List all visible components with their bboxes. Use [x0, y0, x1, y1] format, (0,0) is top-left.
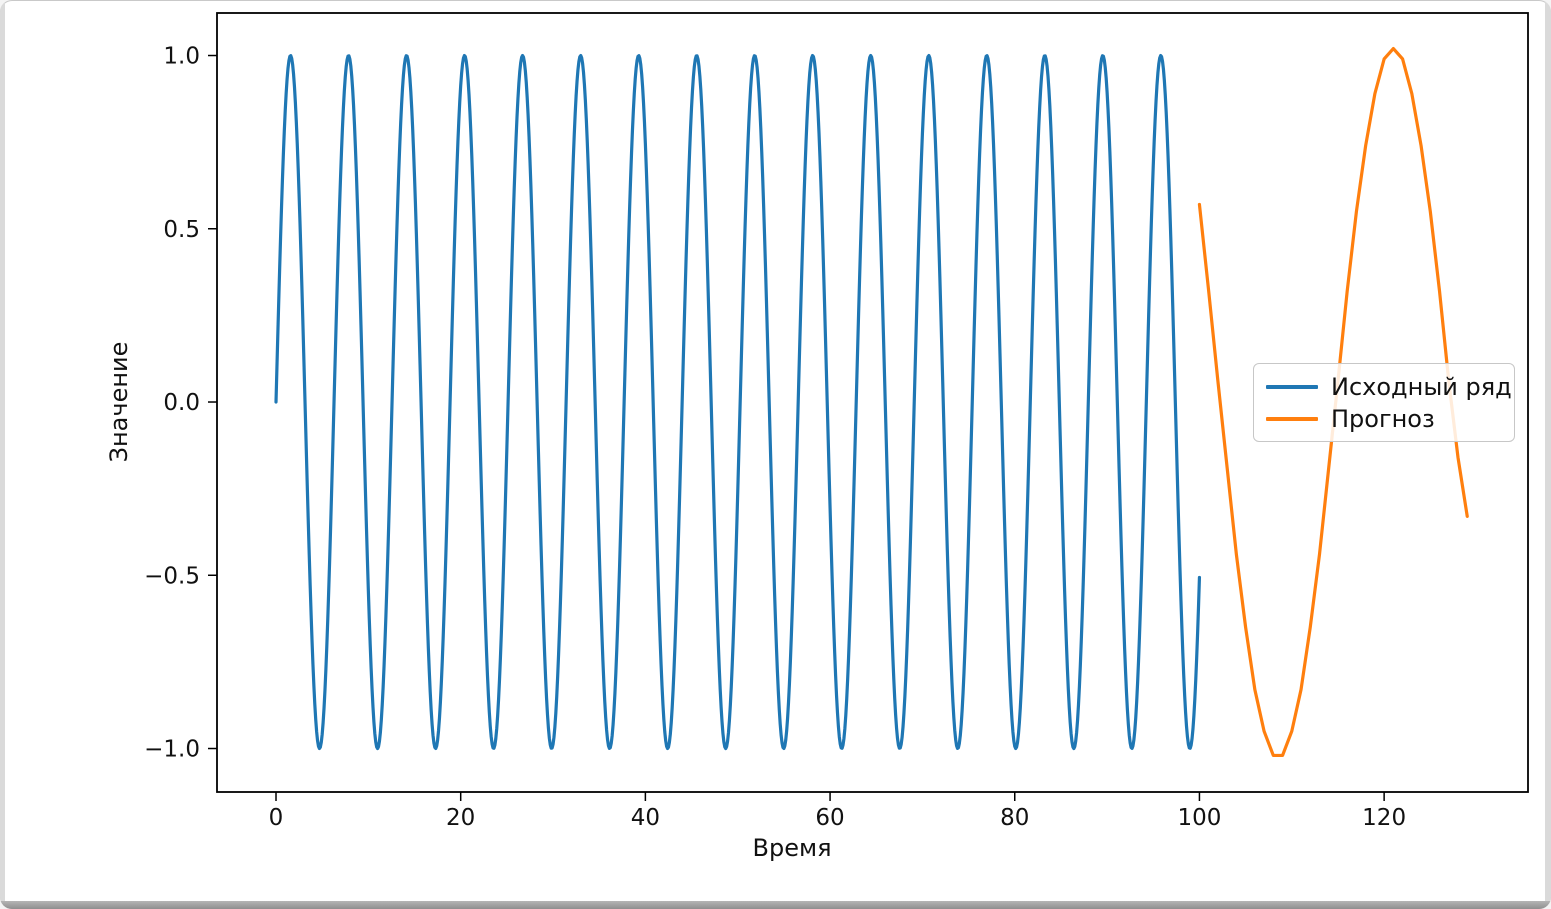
x-axis-label: Время	[752, 834, 832, 862]
legend-entry: Прогноз	[1266, 407, 1504, 431]
legend-entry: Исходный ряд	[1266, 375, 1512, 399]
window-left-edge	[0, 0, 5, 909]
y-axis-label: Значение	[105, 341, 133, 463]
y-tick-label: 0.5	[163, 217, 200, 243]
y-tick-label: −1.0	[144, 737, 200, 763]
x-tick-label: 80	[1000, 805, 1029, 831]
x-tick-label: 0	[269, 805, 284, 831]
y-tick-label: 1.0	[163, 44, 200, 70]
series-line-original	[274, 53, 1202, 751]
legend: Исходный ряд Прогноз	[1253, 363, 1515, 442]
x-tick-label: 20	[446, 805, 475, 831]
y-tick-label: −0.5	[144, 563, 200, 589]
x-tick-label: 60	[815, 805, 844, 831]
legend-label: Исходный ряд	[1331, 372, 1512, 401]
window-right-edge	[1545, 0, 1551, 909]
y-tick-label: 0.0	[163, 390, 200, 416]
x-tick-label: 120	[1362, 805, 1406, 831]
x-tick-label: 100	[1177, 805, 1221, 831]
window-bottom-bar	[0, 901, 1551, 909]
x-tick-label: 40	[631, 805, 660, 831]
legend-line-swatch	[1266, 384, 1318, 389]
legend-label: Прогноз	[1331, 404, 1435, 433]
legend-line-swatch	[1266, 416, 1318, 421]
